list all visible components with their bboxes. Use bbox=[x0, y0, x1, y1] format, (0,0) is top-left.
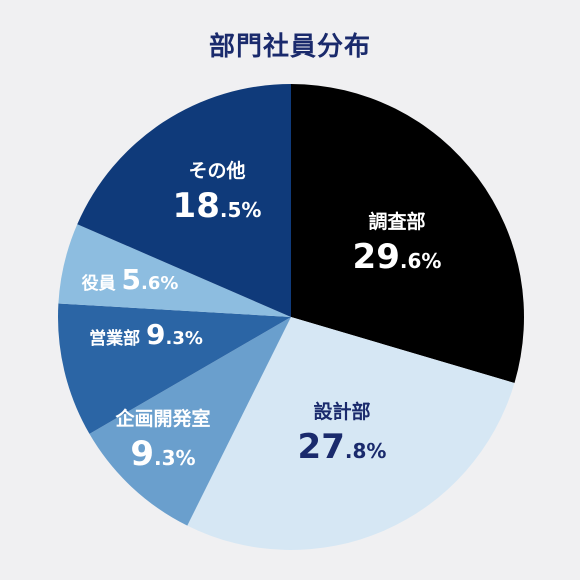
slice-label-pct-1: 27.8% bbox=[298, 427, 387, 467]
labels-group: 調査部 29.6% 設計部 27.8% 企画開発室 9.3% 営業部 9.3% 役員 5.6%… bbox=[82, 159, 442, 474]
slice-label-name-1: 設計部 bbox=[313, 400, 370, 423]
pie-slice-2 bbox=[89, 317, 292, 526]
slice-label-4: 役員 5.6% bbox=[82, 263, 179, 296]
slices-group bbox=[57, 84, 525, 550]
slice-label-pct-0: 29.6% bbox=[353, 237, 442, 277]
slice-label-name-0: 調査部 bbox=[368, 210, 425, 233]
slice-label-pct-5: 18.5% bbox=[173, 186, 262, 226]
slice-label-name-2: 企画開発室 bbox=[114, 407, 210, 430]
chart-title: 部門社員分布 bbox=[208, 32, 371, 62]
pie-slice-5 bbox=[77, 84, 292, 317]
slice-label-3: 営業部 9.3% bbox=[89, 318, 203, 351]
pie-slice-1 bbox=[187, 317, 515, 550]
slice-label-pct-2: 9.3% bbox=[130, 434, 195, 474]
pie-slice-4 bbox=[58, 224, 291, 317]
pie-slice-0 bbox=[291, 84, 525, 383]
pie-slice-3 bbox=[57, 303, 292, 434]
slice-label-name-5: その他 bbox=[188, 159, 245, 182]
